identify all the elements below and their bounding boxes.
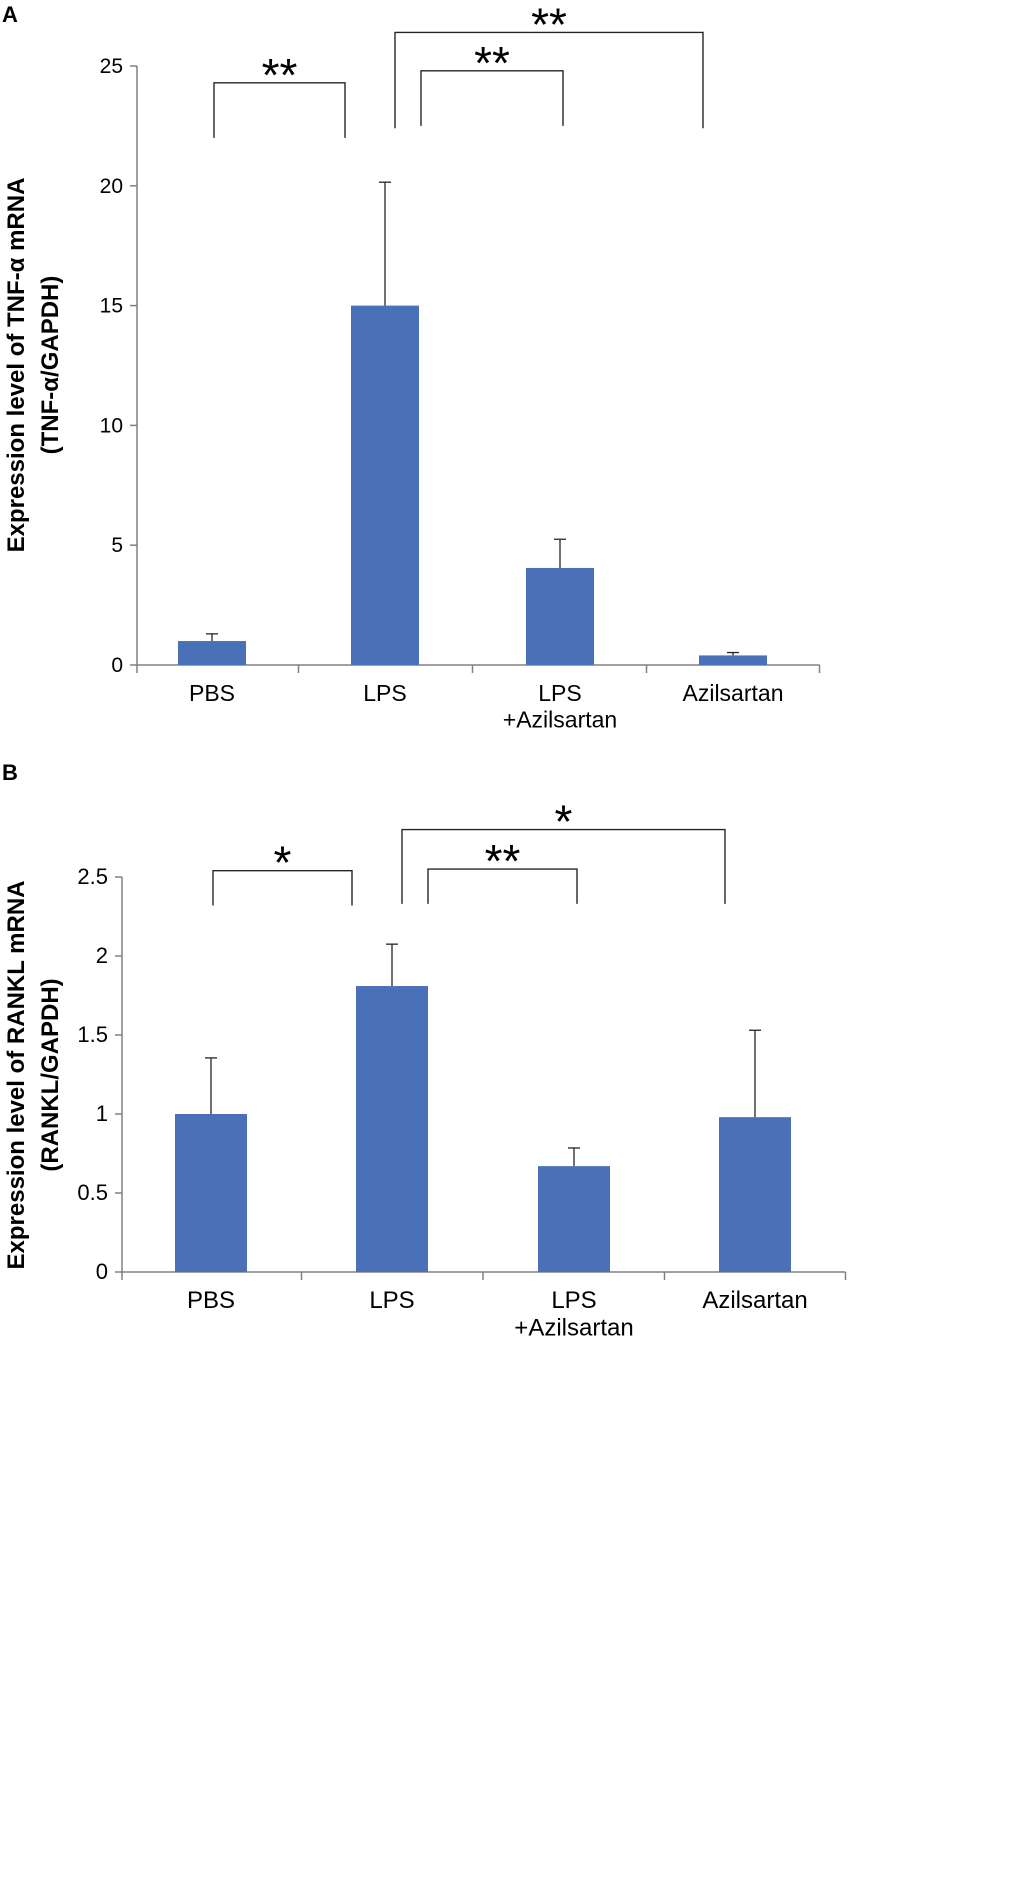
significance-label: ** bbox=[262, 49, 298, 101]
bar bbox=[351, 305, 419, 665]
y-axis-label-unit: (RANKL/GAPDH) bbox=[37, 978, 64, 1171]
bar bbox=[356, 986, 428, 1272]
y-tick-label: 20 bbox=[100, 175, 123, 198]
x-category-label: Azilsartan bbox=[683, 680, 784, 706]
y-tick-label: 0 bbox=[111, 654, 123, 677]
panel-label: B bbox=[2, 760, 18, 785]
y-tick-label: 10 bbox=[100, 414, 123, 437]
x-category-label: LPS bbox=[369, 1287, 414, 1314]
y-axis-label: Expression level of RANKL mRNA bbox=[3, 881, 30, 1270]
y-tick-label: 5 bbox=[111, 534, 123, 557]
bar bbox=[699, 655, 767, 665]
y-tick-label: 0.5 bbox=[77, 1180, 108, 1205]
y-tick-label: 2 bbox=[96, 943, 108, 968]
bar bbox=[526, 567, 594, 665]
significance-bracket bbox=[212, 869, 353, 906]
panel-label: A bbox=[2, 2, 18, 27]
x-category-label: LPS bbox=[363, 680, 406, 706]
significance-label: ** bbox=[531, 0, 567, 50]
significance-bracket bbox=[427, 868, 578, 904]
significance-label: ** bbox=[485, 835, 521, 887]
bar bbox=[178, 641, 246, 665]
significance-label: * bbox=[274, 837, 292, 889]
y-axis-label: Expression level of TNF-α mRNA bbox=[3, 178, 30, 553]
y-tick-label: 2.5 bbox=[77, 864, 108, 889]
y-tick-label: 0 bbox=[96, 1259, 108, 1284]
y-tick-label: 1.5 bbox=[77, 1022, 108, 1047]
chart-panel-b: B 0 0.5 1 1.5 2 2.5 PBS LPS LPS +Azilsartan Azilsar… bbox=[2, 760, 847, 1342]
bar bbox=[719, 1117, 791, 1272]
significance-label: * bbox=[555, 796, 573, 848]
x-category-label: PBS bbox=[187, 1287, 235, 1314]
bar bbox=[538, 1166, 610, 1272]
y-tick-label: 1 bbox=[96, 1101, 108, 1126]
significance-bracket bbox=[394, 31, 704, 129]
y-tick-label: 25 bbox=[100, 55, 123, 78]
bar bbox=[175, 1114, 247, 1272]
x-category-label: LPS +Azilsartan bbox=[514, 1287, 633, 1342]
significance-bracket bbox=[401, 828, 726, 904]
significance-bracket bbox=[420, 70, 564, 126]
x-category-label: Azilsartan bbox=[702, 1287, 807, 1314]
x-category-label: LPS +Azilsartan bbox=[503, 680, 617, 732]
x-category-label: PBS bbox=[189, 680, 235, 706]
y-tick-label: 15 bbox=[100, 295, 123, 318]
significance-label: ** bbox=[474, 37, 510, 89]
y-axis-label-unit: (TNF-α/GAPDH) bbox=[37, 276, 64, 455]
significance-bracket bbox=[213, 82, 346, 138]
chart-panel-a: A 0 5 10 15 20 25 PBS LPS LPS +Azilsartan Azilsarta… bbox=[2, 0, 821, 732]
